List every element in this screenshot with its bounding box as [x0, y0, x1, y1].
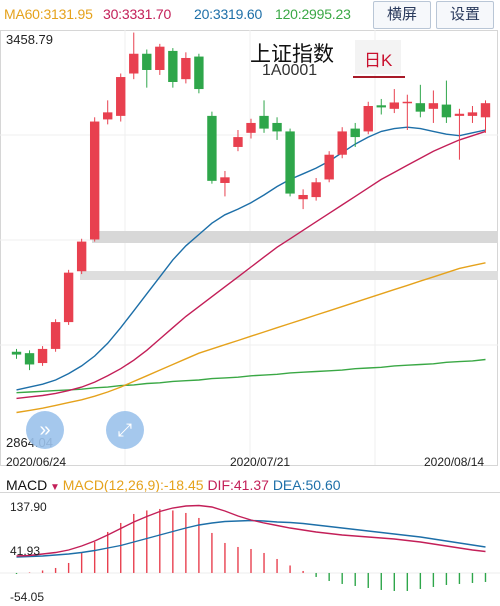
candle-body [285, 131, 295, 194]
ma30-line [16, 130, 486, 400]
candle-body [246, 122, 256, 133]
candle-body [415, 103, 426, 112]
candle-body [89, 121, 100, 240]
chart-frame [0, 30, 498, 466]
gap-band-lower [80, 271, 498, 280]
dif-line [16, 504, 486, 557]
candle-body [311, 182, 321, 198]
date-label-mid: 2020/07/21 [230, 455, 291, 469]
candle-body [402, 101, 413, 104]
ma120-line [16, 358, 486, 394]
expand-icon: ⤢ [117, 420, 133, 440]
candle-body [11, 351, 22, 355]
candle-body [63, 272, 74, 323]
dif-value: DIF:41.37 [207, 477, 269, 493]
ma20-value: 20:3319.60 [194, 6, 263, 22]
candle-body [168, 50, 178, 82]
landscape-button[interactable]: 横屏 [373, 1, 431, 29]
ma30-value: 30:3331.70 [103, 6, 172, 22]
macd-indicator-dropdown[interactable]: MACD ▼ [6, 477, 63, 493]
price-high-label: 3458.79 [6, 32, 53, 47]
candle-body [142, 53, 152, 70]
candle-body [337, 131, 347, 155]
candle-body [467, 112, 478, 116]
candle-body [155, 46, 165, 70]
candle-body [207, 115, 217, 181]
macd-params: MACD(12,26,9):-18.45 [62, 477, 204, 493]
ma20-line [16, 126, 486, 391]
period-tab-underline [353, 76, 405, 78]
candle-body [298, 194, 308, 200]
ma60-line [16, 262, 486, 414]
candle-body [181, 57, 191, 80]
dropdown-triangle-icon: ▼ [47, 482, 63, 493]
gap-band-upper [92, 231, 498, 243]
candle-body [428, 103, 439, 109]
macd-header: MACD ▼ MACD(12,26,9):-18.45 DIF:41.37 DE… [6, 477, 341, 493]
candle-body [194, 56, 204, 90]
index-code: 1A0001 [262, 62, 318, 79]
index-name: 上证指数 [250, 43, 334, 66]
candlestick-chart[interactable] [0, 30, 500, 470]
candle-body [376, 105, 386, 108]
candle-body [454, 113, 465, 116]
candle-body [259, 115, 269, 129]
candle-body [76, 241, 87, 272]
candle-body [37, 348, 48, 364]
candle-body [441, 104, 452, 118]
candle-body [480, 103, 491, 118]
candle-body [24, 353, 35, 365]
candle-body [324, 154, 334, 180]
date-label-start: 2020/06/24 [6, 455, 67, 469]
macd-axis-mid: 41.93 [10, 544, 41, 558]
ma120-value: 120:2995.23 [275, 6, 351, 22]
candle-body [220, 177, 230, 183]
candle-body [233, 137, 243, 147]
macd-axis-bottom: -54.05 [10, 590, 45, 604]
settings-button[interactable]: 设置 [436, 1, 494, 29]
fullscreen-button[interactable]: ⤢ [106, 411, 144, 449]
date-label-end: 2020/08/14 [424, 455, 485, 469]
dea-value: DEA:50.60 [272, 477, 341, 493]
double-chevron-icon: » [39, 419, 51, 441]
macd-dropdown-label: MACD [6, 477, 48, 493]
period-tab-bg [355, 40, 401, 74]
candle-body [363, 106, 373, 132]
ma60-value: MA60:3131.95 [4, 6, 93, 22]
candle-body [272, 122, 282, 132]
candle-body [50, 322, 61, 349]
fast-forward-button[interactable]: » [26, 411, 64, 449]
macd-axis-top: 137.90 [10, 500, 47, 514]
candle-body [389, 102, 399, 109]
candle-body [129, 53, 139, 74]
candle-body [103, 112, 113, 120]
candle-body [350, 128, 360, 138]
ma-info-bar: MA60:3131.95 30:3331.70 20:3319.60 120:2… [0, 0, 500, 30]
candle-body [116, 77, 126, 116]
period-tab-daily[interactable]: 日K [364, 51, 393, 70]
macd-chart [0, 492, 500, 591]
